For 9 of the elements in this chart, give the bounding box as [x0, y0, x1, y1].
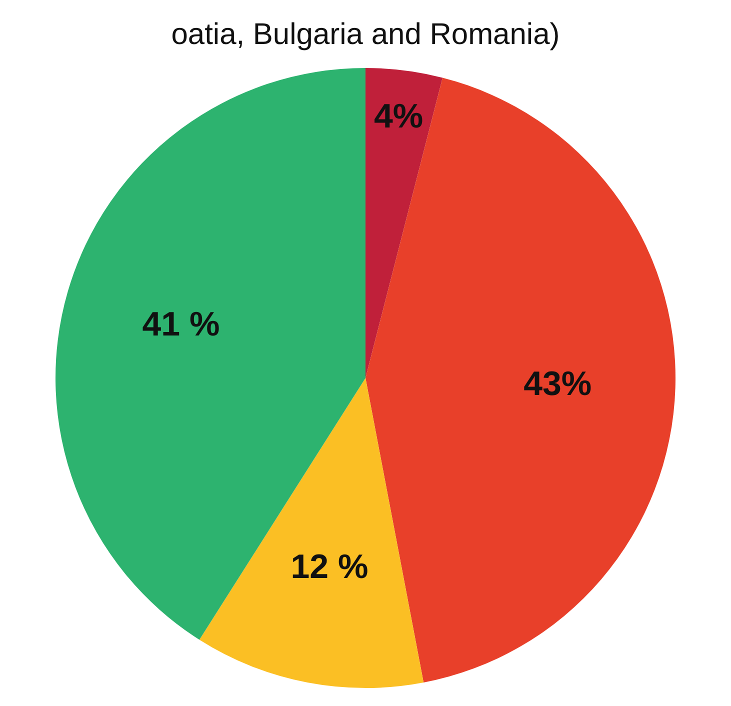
pie-slice	[366, 68, 443, 378]
data-label: 12 %	[290, 548, 368, 586]
data-label: 41 %	[142, 305, 220, 344]
pie-slice	[56, 68, 366, 640]
data-label: 43%	[524, 365, 592, 404]
chart-title: oatia, Bulgaria and Romania)	[171, 18, 560, 51]
pie-slice	[199, 378, 424, 688]
pie-slice	[366, 78, 676, 683]
data-label: 4%	[374, 98, 424, 136]
